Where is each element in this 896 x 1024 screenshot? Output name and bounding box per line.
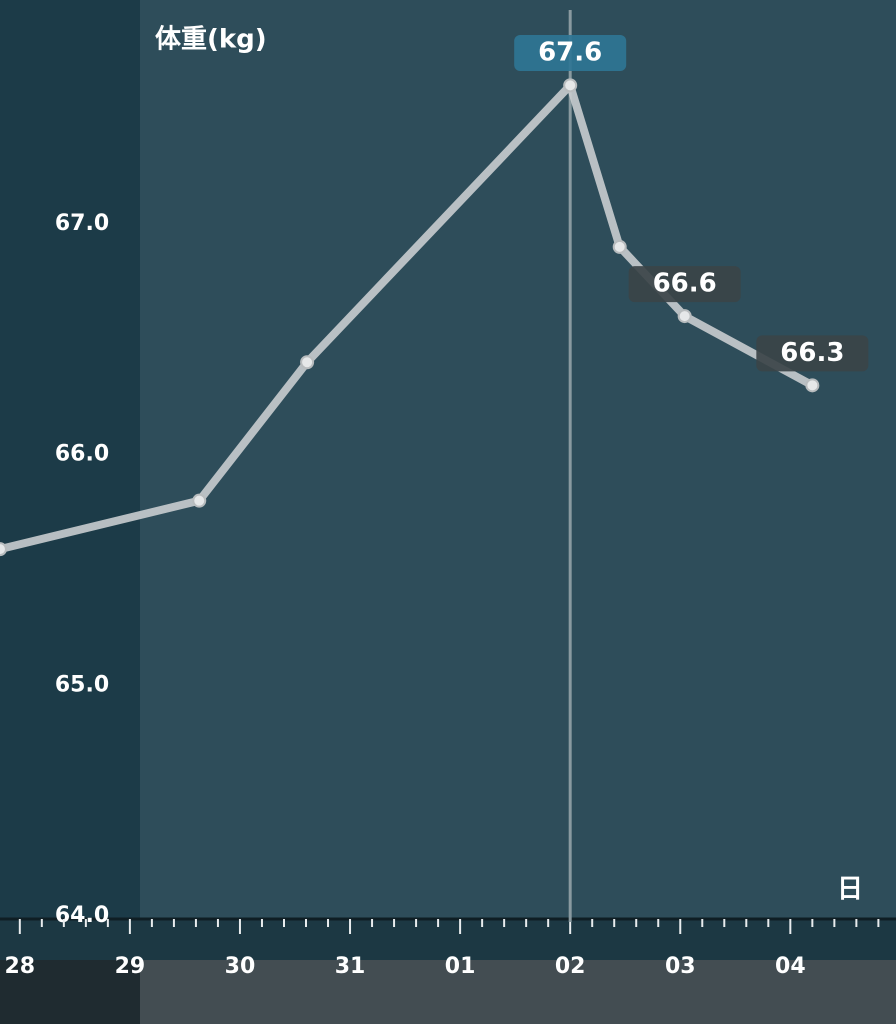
- y-tick-label: 66.0: [55, 442, 109, 467]
- x-tick-label: 31: [335, 954, 366, 979]
- x-axis-label: 日: [837, 875, 863, 905]
- y-tick-label: 65.0: [55, 672, 109, 697]
- value-label: 66.6: [653, 269, 717, 299]
- selected-label-box: [514, 35, 627, 71]
- value-label-box: [756, 335, 869, 372]
- x-tick-label: 03: [665, 954, 696, 979]
- point: [805, 378, 820, 393]
- left-panel: [0, 0, 140, 920]
- label-band-left: [0, 960, 140, 1024]
- x-tick-label: 29: [115, 954, 146, 979]
- y-tick-label: 67.0: [55, 211, 109, 236]
- point: [0, 542, 7, 557]
- x-tick-label: 01: [445, 954, 476, 979]
- point: [300, 355, 315, 370]
- chart-title: 体重(kg): [155, 25, 267, 55]
- x-tick-label: 02: [555, 954, 586, 979]
- value-label: 66.3: [780, 338, 844, 368]
- x-tick-label: 30: [225, 954, 256, 979]
- point: [677, 309, 692, 324]
- value-label: 67.6: [538, 38, 602, 68]
- x-tick-label: 04: [775, 954, 806, 979]
- point: [563, 78, 578, 93]
- point: [192, 493, 207, 508]
- label-band: [140, 960, 896, 1024]
- point: [612, 239, 627, 254]
- value-label-box: [628, 266, 741, 303]
- x-tick-label: 28: [5, 954, 36, 979]
